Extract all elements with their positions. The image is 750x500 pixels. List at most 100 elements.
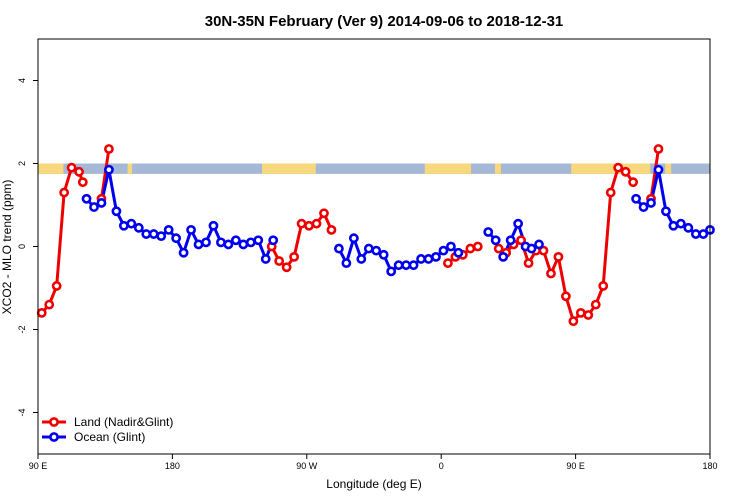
ocean-point (208, 220, 219, 231)
land-point (590, 299, 601, 310)
land-point (568, 316, 579, 327)
land-point (104, 144, 114, 154)
ocean-point (698, 229, 709, 239)
land-point (281, 262, 292, 273)
land-point (311, 218, 322, 229)
land-point (523, 258, 534, 268)
land-point (583, 310, 594, 320)
land-point (296, 218, 307, 229)
ocean-point (653, 164, 664, 175)
ocean-point (230, 235, 241, 246)
y-tick-label: 2 (17, 161, 27, 166)
legend: Land (Nadir&Glint) Ocean (Glint) (42, 415, 173, 444)
ocean-point (498, 251, 509, 262)
land-band (494, 163, 501, 174)
land-point (628, 177, 638, 188)
ocean-point (348, 233, 359, 244)
ocean-point (223, 239, 234, 250)
land-point (653, 144, 664, 154)
x-tick-label: 180 (165, 461, 180, 471)
land-point (465, 243, 476, 254)
ocean-point (438, 245, 449, 256)
land-point (560, 291, 571, 302)
land-point (516, 235, 526, 246)
series-points (36, 144, 715, 327)
ocean-point (104, 164, 114, 175)
land-point (36, 307, 47, 318)
ocean-point (401, 260, 412, 271)
land-point (575, 307, 586, 318)
x-axis-label: Longitude (deg E) (326, 477, 421, 491)
land-point (304, 220, 314, 231)
y-tick-label: 4 (17, 78, 27, 83)
ocean-point (260, 254, 271, 264)
land-point (274, 256, 285, 266)
ocean-point (96, 198, 107, 208)
land-point (538, 245, 549, 256)
ocean-point (431, 251, 441, 262)
ocean-point (238, 239, 249, 250)
land-band (665, 163, 672, 174)
ocean-point (534, 239, 544, 250)
ocean-point (126, 218, 137, 229)
land-point (546, 268, 556, 279)
ocean-point (81, 193, 92, 204)
land-point (51, 281, 62, 291)
ocean-point (148, 229, 159, 239)
ocean-point (371, 245, 382, 256)
y-axis-label: XCO2 - MLO trend (ppm) (0, 180, 14, 315)
land-band (262, 163, 316, 174)
ocean-point (423, 254, 434, 264)
y-axis-ticks: -4 -2 0 2 4 (17, 78, 38, 417)
ocean-point (683, 222, 694, 233)
ocean-point (111, 206, 122, 217)
legend-land-label: Land (Nadir&Glint) (74, 415, 173, 429)
land-series-line (649, 148, 660, 200)
land-point (289, 251, 300, 262)
land-band (127, 163, 133, 174)
legend-land-marker (49, 417, 59, 427)
land-band (38, 163, 64, 174)
ocean-point (505, 235, 516, 246)
ocean-point (186, 224, 196, 235)
x-tick-label: 90 W (296, 461, 318, 471)
land-point (44, 299, 55, 310)
ocean-point (378, 249, 389, 260)
legend-ocean-label: Ocean (Glint) (74, 430, 145, 444)
ocean-point (89, 202, 99, 212)
y-tick-label: -2 (17, 325, 27, 333)
ocean-point (171, 233, 182, 244)
ocean-point (118, 220, 129, 231)
ocean-point (341, 258, 352, 268)
x-tick-label: 180 (702, 461, 717, 471)
land-point (605, 187, 616, 198)
ocean-point (193, 239, 204, 250)
land-point (77, 177, 88, 188)
y-tick-label: 0 (17, 244, 27, 249)
ocean-point (201, 237, 211, 248)
land-point (66, 162, 77, 173)
ocean-point (446, 241, 456, 252)
ocean-point (363, 243, 374, 254)
ocean-point (178, 247, 189, 258)
land-point (443, 258, 453, 268)
legend-ocean-marker (49, 432, 59, 442)
ocean-point (631, 193, 641, 204)
ocean-point (675, 218, 686, 229)
land-point (472, 241, 483, 252)
ocean-point (638, 202, 649, 212)
x-tick-label: 0 (439, 461, 444, 471)
ocean-point (133, 222, 144, 233)
ocean-point (453, 247, 464, 258)
ocean-point (690, 229, 701, 239)
ocean-point (646, 198, 656, 208)
land-band (571, 163, 651, 174)
chart-title: 30N-35N February (Ver 9) 2014-09-06 to 2… (205, 13, 564, 30)
land-point (319, 208, 329, 219)
land-point (553, 251, 564, 262)
ocean-point (334, 243, 344, 254)
land-point (613, 162, 624, 173)
land-band (424, 163, 472, 174)
ocean-point (253, 235, 264, 246)
